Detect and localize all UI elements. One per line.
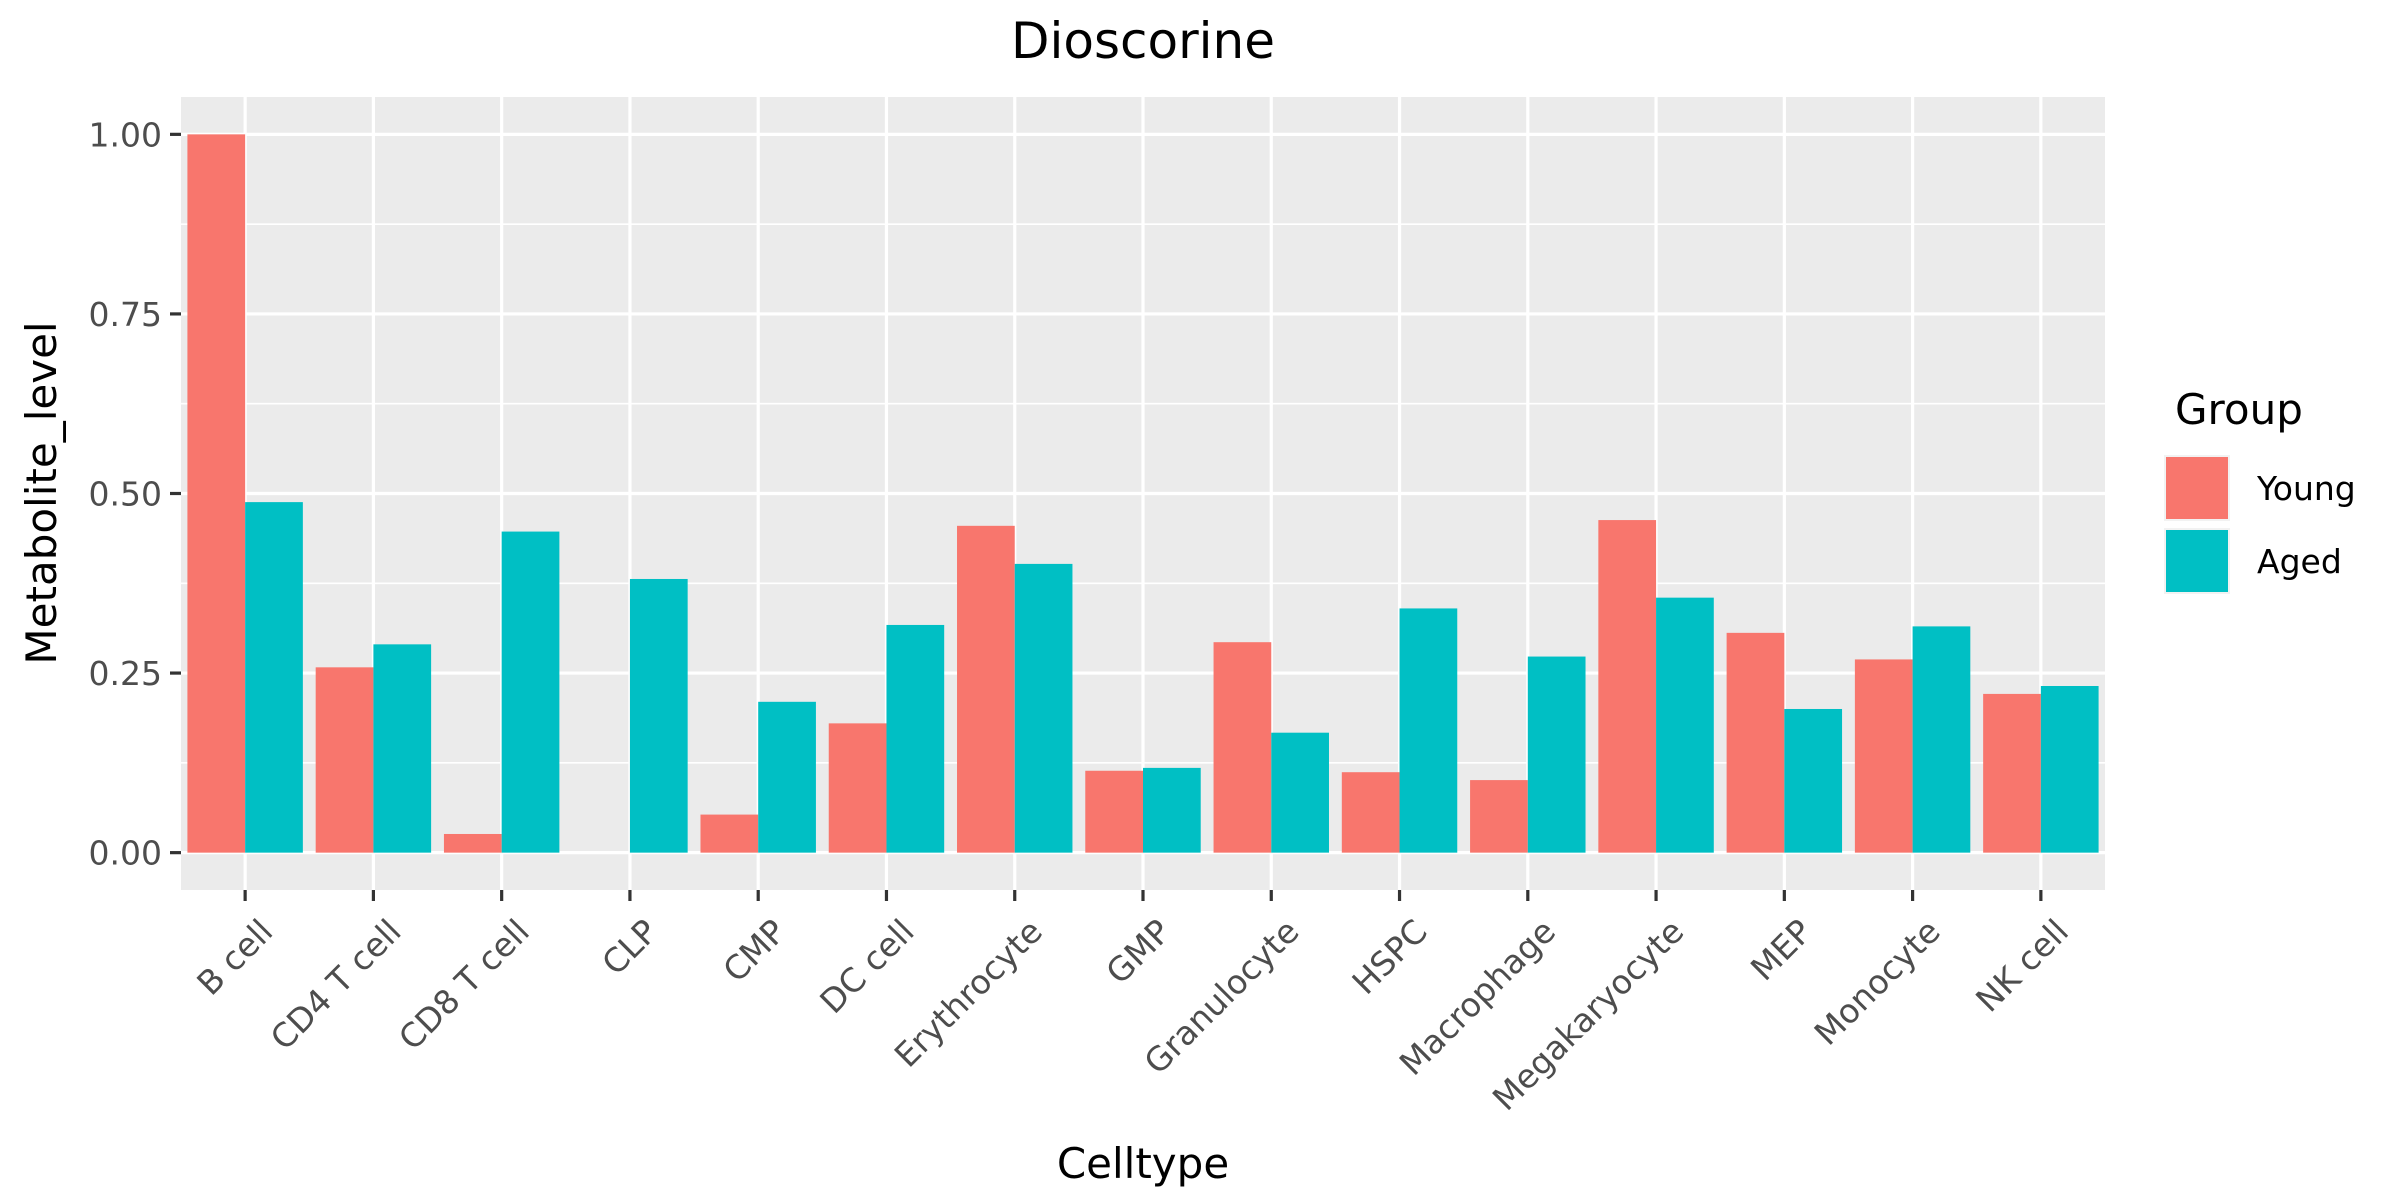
bar-aged-cd8-t-cell [501,531,560,853]
bar-young-dc-cell [828,723,887,853]
bar-aged-mep [1784,708,1843,853]
y-tick-label: 0.75 [89,295,162,334]
legend-title: Group [2175,385,2303,434]
x-tick-label: B cell [189,912,280,1003]
x-tick-label: DC cell [812,912,921,1021]
x-tick-label: NK cell [1968,912,2076,1020]
bar-aged-macrophage [1527,656,1586,853]
bar-aged-nk-cell [2040,686,2099,853]
y-tick-label: 1.00 [89,115,162,154]
x-tick-label: CD4 T cell [263,912,409,1058]
y-tick-label: 0.25 [89,654,162,693]
bar-young-granulocyte [1213,642,1272,853]
bar-aged-b-cell [245,502,303,853]
x-tick-label: CMP [715,912,793,990]
x-tick-label: CLP [594,912,665,983]
bar-young-mep [1726,632,1785,853]
bar-aged-clp [629,578,688,853]
legend-label-aged: Aged [2257,542,2342,581]
bar-young-gmp [1085,770,1143,853]
bar-aged-hspc [1399,608,1458,853]
y-axis: 0.00 0.25 0.50 0.75 1.00 [89,115,181,873]
chart-title: Dioscorine [1011,12,1275,70]
legend: Group Young Aged [2164,385,2356,594]
x-tick-label: MEP [1743,912,1820,989]
bar-young-macrophage [1470,780,1528,853]
bar-young-hspc [1341,772,1400,853]
bar-young-cd8-t-cell [443,833,502,853]
bar-young-monocyte [1854,659,1913,853]
bar-young-erythrocyte [957,525,1015,853]
legend-label-young: Young [2256,469,2356,508]
bar-aged-megakaryocyte [1656,597,1714,853]
bar-aged-gmp [1143,767,1201,853]
y-axis-title: Metabolite_level [17,321,66,664]
bar-aged-dc-cell [886,624,945,853]
bar-aged-granulocyte [1271,732,1329,853]
bars [187,134,2099,853]
legend-key-aged [2166,530,2228,592]
legend-key-young [2166,457,2228,519]
y-tick-label: 0.50 [89,475,162,514]
bar-aged-cd4-t-cell [373,644,432,853]
bar-young-cmp [700,814,759,853]
x-tick-label: Monocyte [1807,912,1948,1053]
bar-young-megakaryocyte [1598,520,1657,853]
x-tick-label: HSPC [1344,912,1434,1002]
bar-young-nk-cell [1983,693,2041,853]
bar-aged-cmp [758,701,816,853]
x-axis-title: Celltype [1057,1139,1229,1188]
bar-aged-erythrocyte [1014,563,1073,853]
bar-aged-monocyte [1912,626,1971,853]
y-tick-label: 0.00 [89,834,162,873]
x-tick-label: CD8 T cell [391,912,537,1058]
bar-young-cd4-t-cell [315,667,374,853]
bar-young-b-cell [187,134,246,853]
x-tick-label: GMP [1098,912,1178,992]
legend-items: Young Aged [2164,455,2356,594]
